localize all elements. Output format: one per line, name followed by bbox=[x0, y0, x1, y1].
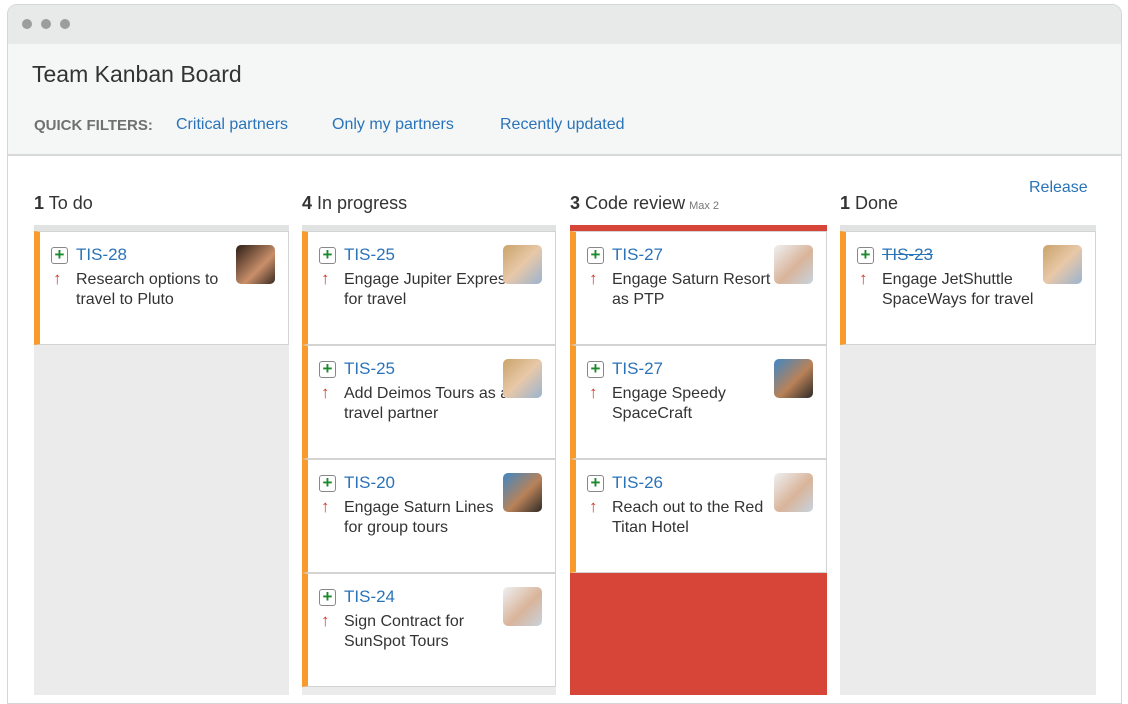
issue-summary: Engage Speedy SpaceCraft bbox=[612, 385, 726, 422]
filter-critical-partners[interactable]: Critical partners bbox=[176, 116, 289, 133]
board-header: Team Kanban Board QUICK FILTERS: Critica… bbox=[8, 44, 1121, 156]
column-name: In progress bbox=[317, 193, 408, 213]
issue-summary: Engage JetShuttle SpaceWays for travel bbox=[882, 271, 1034, 308]
priority-arrow-up-icon: ↑ bbox=[321, 611, 330, 630]
priority-arrow-up-icon: ↑ bbox=[589, 497, 598, 516]
issue-summary: Reach out to the Red Titan Hotel bbox=[612, 499, 764, 536]
issue-key[interactable]: TIS-27 bbox=[612, 245, 664, 264]
column-in-progress: + TIS-25 ↑ Engage Jupiter Express for tr… bbox=[302, 225, 556, 695]
story-type-icon: + bbox=[319, 360, 336, 378]
column-max: Max 2 bbox=[689, 200, 720, 212]
story-type-icon: + bbox=[319, 474, 336, 492]
issue-summary: Engage Saturn Lines for group tours bbox=[344, 499, 494, 536]
window-dot[interactable] bbox=[41, 19, 51, 29]
column-name: Done bbox=[855, 193, 899, 213]
issue-summary: Engage Jupiter Express for travel bbox=[344, 271, 514, 308]
assignee-avatar[interactable] bbox=[236, 245, 275, 284]
column-to-do: + TIS-28 ↑ Research options to travel to… bbox=[34, 225, 289, 695]
issue-key[interactable]: TIS-26 bbox=[612, 473, 664, 492]
column-count: 3 bbox=[570, 193, 581, 213]
browser-window: Team Kanban Board QUICK FILTERS: Critica… bbox=[7, 4, 1122, 704]
column-name: To do bbox=[48, 193, 93, 213]
title-bar bbox=[8, 5, 1121, 44]
priority-arrow-up-icon: ↑ bbox=[321, 269, 330, 288]
priority-arrow-up-icon: ↑ bbox=[589, 269, 598, 288]
issue-card[interactable]: + TIS-28 ↑ Research options to travel to… bbox=[34, 231, 289, 345]
issue-key[interactable]: TIS-25 bbox=[344, 245, 396, 264]
issue-card[interactable]: + TIS-25 ↑ Engage Jupiter Express for tr… bbox=[302, 231, 556, 345]
story-type-icon: + bbox=[857, 246, 874, 264]
assignee-avatar[interactable] bbox=[774, 359, 813, 398]
page-title: Team Kanban Board bbox=[32, 61, 242, 87]
issue-summary: Add Deimos Tours as a travel partner bbox=[344, 385, 510, 422]
issue-card[interactable]: + TIS-27 ↑ Engage Speedy SpaceCraft bbox=[570, 345, 827, 459]
priority-arrow-up-icon: ↑ bbox=[589, 383, 598, 402]
issue-card[interactable]: + TIS-26 ↑ Reach out to the Red Titan Ho… bbox=[570, 459, 827, 573]
filter-only-my-partners[interactable]: Only my partners bbox=[332, 116, 454, 133]
story-type-icon: + bbox=[319, 246, 336, 264]
story-type-icon: + bbox=[319, 588, 336, 606]
column-count: 4 bbox=[302, 193, 313, 213]
column-count: 1 bbox=[840, 193, 851, 213]
issue-card[interactable]: + TIS-23 ↑ Engage JetShuttle SpaceWays f… bbox=[840, 231, 1096, 345]
issue-card[interactable]: + TIS-25 ↑ Add Deimos Tours as a travel … bbox=[302, 345, 556, 459]
assignee-avatar[interactable] bbox=[503, 245, 542, 284]
filter-recently-updated[interactable]: Recently updated bbox=[500, 116, 625, 133]
issue-key[interactable]: TIS-23 bbox=[882, 245, 934, 264]
issue-key[interactable]: TIS-24 bbox=[344, 587, 396, 606]
priority-arrow-up-icon: ↑ bbox=[321, 383, 330, 402]
column-name: Code review bbox=[585, 193, 686, 213]
issue-summary: Research options to travel to Pluto bbox=[76, 271, 219, 308]
quick-filters-label: QUICK FILTERS: bbox=[34, 117, 153, 134]
assignee-avatar[interactable] bbox=[503, 359, 542, 398]
issue-card[interactable]: + TIS-24 ↑ Sign Contract for SunSpot Tou… bbox=[302, 573, 556, 687]
over-limit-indicator bbox=[570, 573, 827, 695]
priority-arrow-up-icon: ↑ bbox=[321, 497, 330, 516]
release-button[interactable]: Release bbox=[1029, 179, 1088, 196]
column-header: 3 Code review Max 2 bbox=[570, 193, 719, 214]
column-code-review: + TIS-27 ↑ Engage Saturn Resort as PTP +… bbox=[570, 225, 827, 695]
issue-key[interactable]: TIS-25 bbox=[344, 359, 396, 378]
assignee-avatar[interactable] bbox=[503, 587, 542, 626]
story-type-icon: + bbox=[587, 360, 604, 378]
assignee-avatar[interactable] bbox=[774, 473, 813, 512]
issue-key[interactable]: TIS-20 bbox=[344, 473, 396, 492]
issue-card[interactable]: + TIS-20 ↑ Engage Saturn Lines for group… bbox=[302, 459, 556, 573]
column-header: 1 Done bbox=[840, 193, 898, 214]
issue-card[interactable]: + TIS-27 ↑ Engage Saturn Resort as PTP bbox=[570, 231, 827, 345]
story-type-icon: + bbox=[51, 246, 68, 264]
window-dot[interactable] bbox=[60, 19, 70, 29]
story-type-icon: + bbox=[587, 474, 604, 492]
priority-arrow-up-icon: ↑ bbox=[859, 269, 868, 288]
window-dot[interactable] bbox=[22, 19, 32, 29]
column-header: 1 To do bbox=[34, 193, 93, 214]
column-header: 4 In progress bbox=[302, 193, 407, 214]
priority-arrow-up-icon: ↑ bbox=[53, 269, 62, 288]
assignee-avatar[interactable] bbox=[1043, 245, 1082, 284]
column-done: + TIS-23 ↑ Engage JetShuttle SpaceWays f… bbox=[840, 225, 1096, 695]
story-type-icon: + bbox=[587, 246, 604, 264]
assignee-avatar[interactable] bbox=[774, 245, 813, 284]
column-count: 1 bbox=[34, 193, 45, 213]
issue-key[interactable]: TIS-27 bbox=[612, 359, 664, 378]
issue-key[interactable]: TIS-28 bbox=[76, 245, 128, 264]
assignee-avatar[interactable] bbox=[503, 473, 542, 512]
issue-summary: Sign Contract for SunSpot Tours bbox=[344, 613, 465, 650]
issue-summary: Engage Saturn Resort as PTP bbox=[612, 271, 771, 308]
